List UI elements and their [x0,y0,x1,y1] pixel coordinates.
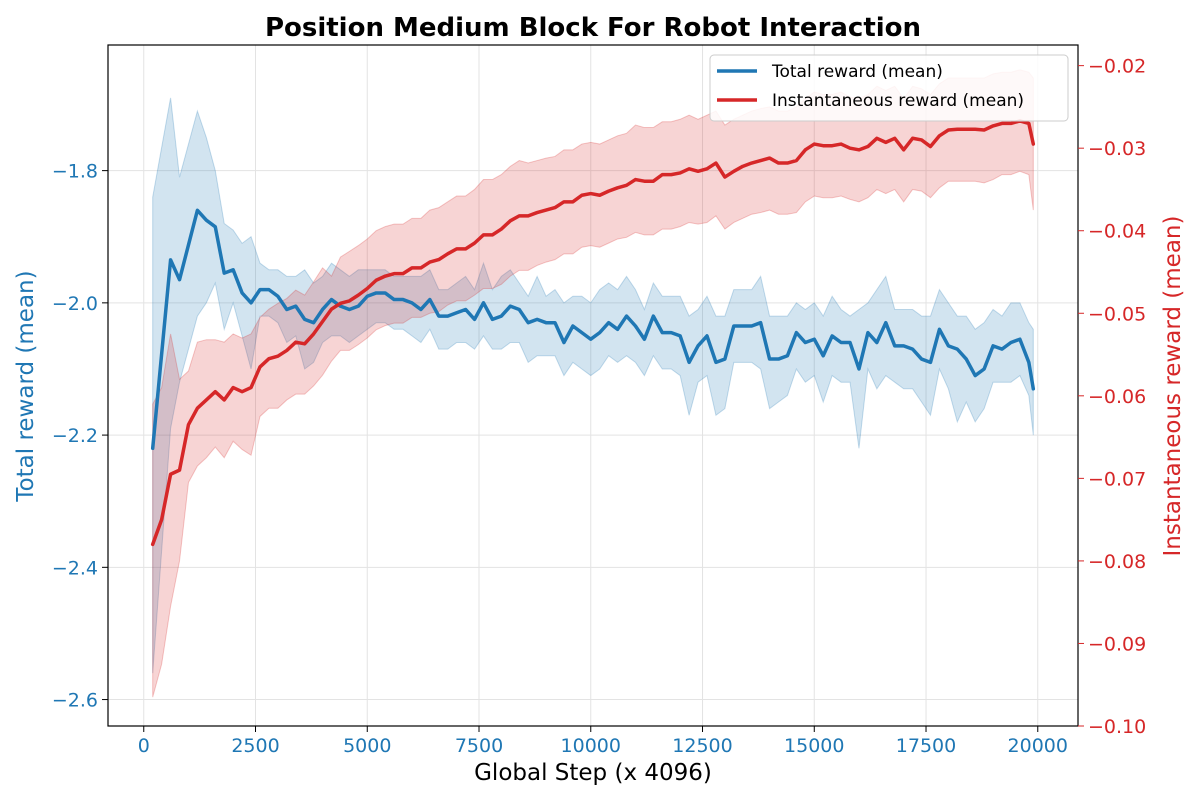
x-tick-label: 20000 [1008,735,1068,757]
legend-box [709,54,1069,122]
instantaneous-reward-line [150,119,1036,547]
right-axis-ticks: −0.10 −0.09 −0.08 −0.07 −0.06 −0.05 −0.04 −0.03… [1078,56,1146,738]
x-tick-label: 15000 [784,735,844,757]
x-tick-label: 2500 [231,735,279,757]
right-tick-label: −0.04 [1088,221,1146,243]
series-lines [150,119,1036,547]
grid [108,45,1078,726]
right-tick-label: −0.02 [1088,56,1146,78]
total-reward-line [150,208,1036,451]
chart-title: Position Medium Block For Robot Interact… [265,13,921,43]
right-tick-label: −0.06 [1088,386,1146,408]
plot-frame [107,44,1079,727]
left-axis-label: Total reward (mean) [13,270,39,502]
right-tick-label: −0.05 [1088,303,1146,325]
left-tick-label: −2.4 [52,557,98,579]
x-tick-label: 0 [138,735,150,757]
left-tick-label: −2.0 [52,293,98,315]
left-tick-label: −2.2 [52,425,98,447]
legend-label-instantaneous-reward: Instantaneous reward (mean) [772,91,1024,111]
right-tick-label: −0.08 [1088,551,1146,573]
legend-label-total-reward: Total reward (mean) [771,62,943,82]
x-tick-label: 5000 [343,735,391,757]
left-tick-label: −2.6 [52,690,98,712]
left-axis-ticks: −2.6 −2.4 −2.2 −2.0 −1.8 [52,161,108,712]
right-tick-label: −0.07 [1088,468,1146,490]
x-axis-label: Global Step (x 4096) [474,760,712,786]
right-tick-label: −0.09 [1088,633,1146,655]
x-tick-label: 17500 [896,735,956,757]
x-tick-label: 12500 [672,735,732,757]
right-tick-label: −0.10 [1088,716,1146,738]
x-axis-ticks: 0 2500 5000 7500 10000 12500 15000 17500 20000 [138,726,1068,757]
x-tick-label: 10000 [561,735,621,757]
total-reward-band [152,97,1034,674]
left-tick-label: −1.8 [52,161,98,183]
x-tick-label: 7500 [455,735,503,757]
right-tick-label: −0.03 [1088,138,1146,160]
right-axis-label: Instantaneous reward (mean) [1160,216,1186,557]
legend: Total reward (mean) Instantaneous reward… [709,54,1069,122]
